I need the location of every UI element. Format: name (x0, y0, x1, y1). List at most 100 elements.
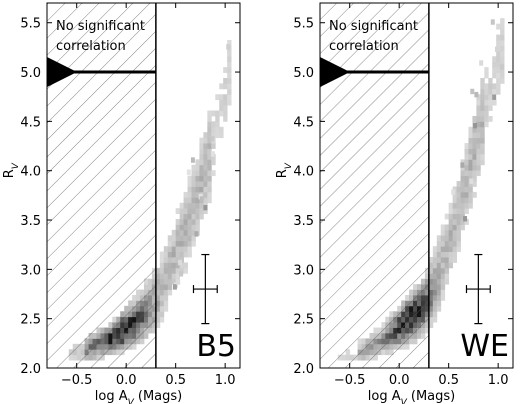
heatmap-cell (207, 121, 212, 128)
x-axis-label-main: log A (95, 389, 128, 404)
heatmap-cell (460, 208, 465, 215)
heatmap-cell (223, 110, 228, 117)
heatmap-cell (460, 170, 465, 177)
heatmap-cell (464, 197, 469, 204)
heatmap-cell (159, 251, 165, 258)
heatmap-cell (203, 143, 208, 149)
heatmap-cell (195, 159, 200, 166)
heatmap-cell (456, 235, 461, 242)
heatmap-cell (484, 99, 489, 106)
heatmap-cell (440, 224, 446, 231)
heatmap-cell (171, 251, 177, 258)
heatmap-cell (219, 83, 224, 90)
heatmap-cell (183, 208, 188, 215)
heatmap-cell (456, 186, 461, 193)
heatmap-cell (480, 83, 485, 90)
heatmap-cell (171, 240, 177, 247)
heatmap-cell (199, 213, 204, 220)
heatmap-cell (456, 197, 461, 204)
heatmap-cell (428, 295, 434, 301)
heatmap-cell (227, 77, 232, 84)
heatmap-cell (167, 251, 173, 258)
heatmap-cell (191, 208, 196, 215)
heatmap-cell (183, 213, 188, 220)
heatmap-cell (203, 191, 208, 198)
x-axis-label-suffix: (Mags) (407, 389, 455, 404)
heatmap-cell (155, 305, 161, 312)
heatmap-cell (171, 278, 177, 285)
heatmap-cell (159, 316, 165, 323)
heatmap-cell (159, 273, 165, 280)
heatmap-cell (488, 94, 493, 101)
heatmap-cell (472, 148, 477, 155)
heatmap-cell (472, 153, 477, 160)
heatmap-cell (476, 121, 481, 128)
heatmap-cell (464, 170, 469, 177)
heatmap-cell (203, 164, 208, 171)
heatmap-cell (496, 72, 501, 79)
heatmap-cell (464, 202, 469, 209)
heatmap-cell (472, 181, 477, 187)
heatmap-cell (223, 77, 228, 84)
y-axis-label-sub: V (284, 162, 294, 169)
heatmap-cell (436, 295, 442, 301)
heatmap-cell (191, 235, 196, 242)
heatmap-cell (460, 219, 465, 225)
heatmap-cell (468, 186, 473, 193)
y-axis-label-main: R (2, 169, 17, 178)
heatmap-cell (199, 164, 204, 171)
heatmap-cell (155, 289, 161, 296)
heatmap-cell (464, 164, 469, 171)
heatmap-cell (432, 295, 438, 301)
heatmap-cell (211, 143, 216, 149)
heatmap-cell (452, 219, 457, 225)
heatmap-cell (440, 284, 446, 290)
heatmap-cell (223, 67, 228, 73)
heatmap-cell (199, 196, 204, 202)
heatmap-cell (215, 115, 220, 122)
heatmap-cell (428, 300, 434, 307)
heatmap-cell (464, 153, 469, 160)
heatmap-cell (496, 61, 501, 68)
heatmap-cell (500, 72, 505, 79)
heatmap-cell (428, 316, 434, 323)
heatmap-cell (211, 126, 216, 133)
heatmap-cell (207, 153, 212, 160)
heatmap-cell (203, 175, 208, 182)
heatmap-cell (492, 72, 497, 79)
heatmap-cell (476, 94, 481, 101)
heatmap-cell (428, 257, 434, 263)
y-tick-label: 2.0 (20, 362, 41, 377)
heatmap-cell (226, 44, 231, 50)
heatmap-cell (432, 284, 438, 290)
heatmap-cell (464, 219, 469, 225)
heatmap-cell (199, 175, 204, 182)
y-tick-label: 5.5 (293, 17, 314, 32)
heatmap-cell (191, 202, 196, 209)
heatmap-cell (484, 105, 489, 111)
heatmap-cell (187, 202, 192, 209)
heatmap-cell (499, 64, 504, 70)
heatmap-cell (155, 295, 161, 301)
error-bar (192, 253, 218, 325)
chart-panel-b5: No significant correlation B5 −0.5 0.0 0.5… (2, 2, 241, 404)
heatmap-cell (432, 262, 438, 269)
heatmap-cell (436, 300, 442, 307)
heatmap-cell (187, 251, 192, 258)
heatmap-cell (187, 219, 192, 225)
heatmap-cell (456, 191, 461, 198)
heatmap-cell (440, 267, 446, 274)
heatmap-cell (191, 181, 196, 187)
heatmap-cell (175, 251, 181, 258)
heatmap-cell (195, 197, 200, 204)
heatmap-cell (159, 284, 165, 290)
heatmap-cell (452, 229, 457, 236)
heatmap-cell (155, 316, 161, 323)
heatmap-cell (472, 115, 477, 122)
heatmap-cell (480, 153, 485, 160)
heatmap-cell (155, 322, 161, 328)
heatmap-cell (163, 295, 169, 301)
heatmap-cell (468, 181, 473, 187)
x-tick-label: 0.0 (116, 373, 137, 388)
